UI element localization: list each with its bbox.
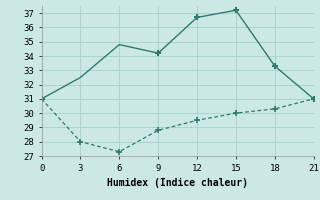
X-axis label: Humidex (Indice chaleur): Humidex (Indice chaleur) bbox=[107, 178, 248, 188]
